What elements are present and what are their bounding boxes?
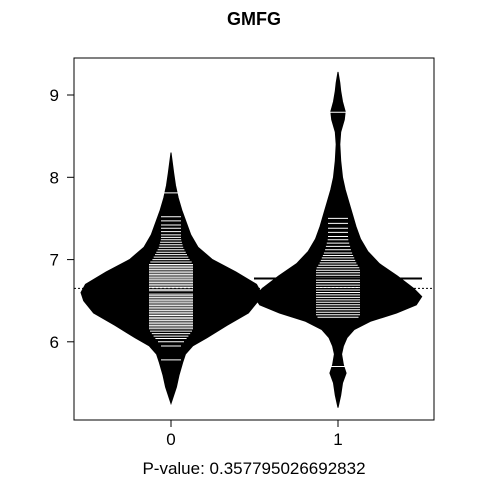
- x-tick-label-0: 0: [166, 430, 175, 449]
- x-tick-label-1: 1: [333, 430, 342, 449]
- y-tick-label: 9: [50, 86, 59, 105]
- x-axis-label: P-value: 0.357795026692832: [142, 459, 365, 478]
- y-axis: 6 7 8 9: [50, 86, 74, 352]
- y-tick-label: 6: [50, 333, 59, 352]
- bean-0: [80, 152, 262, 406]
- bean-1: [253, 71, 423, 408]
- chart-title: GMFG: [227, 9, 281, 29]
- y-tick-label: 7: [50, 251, 59, 270]
- beans-layer: [80, 71, 423, 408]
- y-tick-label: 8: [50, 168, 59, 187]
- plot-frame: [73, 57, 435, 421]
